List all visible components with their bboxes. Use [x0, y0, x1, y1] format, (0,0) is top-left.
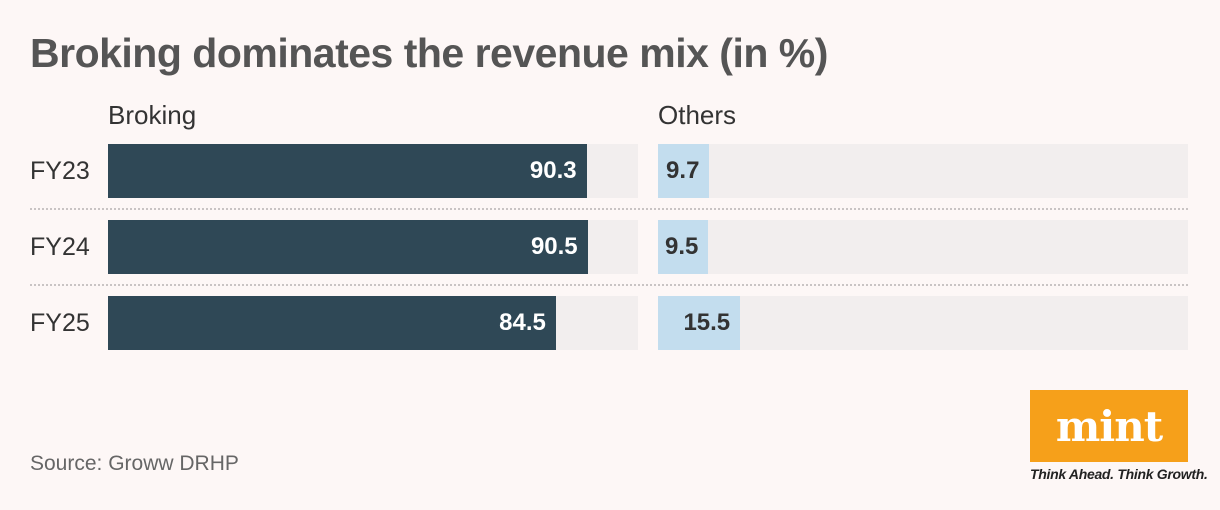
value-label-broking-fy24: 90.5 [530, 233, 578, 260]
source-note: Source: Groww DRHP [30, 452, 239, 475]
value-label-broking-fy25: 84.5 [499, 309, 546, 336]
bar-track: 90.3 [108, 144, 638, 198]
bar-broking-fy24 [108, 220, 588, 274]
value-label-others-fy23: 9.7 [666, 157, 700, 184]
row-divider [30, 284, 1188, 286]
bar-broking-fy25 [108, 296, 556, 350]
bar-track: 90.5 [108, 220, 638, 274]
bar-others-fy24 [658, 220, 709, 274]
panel-label-others: Others [658, 100, 737, 130]
category-label-fy25: FY25 [30, 309, 90, 337]
mint-logo: mint [1030, 390, 1188, 462]
value-label-others-fy25: 15.5 [683, 309, 731, 336]
chart-title: Broking dominates the revenue mix (in %) [30, 30, 828, 76]
bar-others-fy23 [658, 144, 710, 198]
bar-track: 9.7 [658, 144, 1188, 198]
bar-broking-fy23 [108, 144, 587, 198]
category-label-fy23: FY23 [30, 157, 90, 185]
bar-track: 9.5 [658, 220, 1188, 274]
value-label-others-fy24: 9.5 [664, 233, 699, 260]
logo-text: mint [1055, 401, 1163, 451]
bar-others-fy25 [658, 296, 741, 350]
bar-track: 15.5 [658, 296, 1188, 350]
value-label-broking-fy23: 90.3 [529, 157, 577, 184]
logo-tagline: Think Ahead. Think Growth. [1030, 466, 1208, 482]
panel-label-broking: Broking [108, 100, 197, 130]
category-label-fy24: FY24 [30, 233, 90, 261]
row-divider [30, 208, 1188, 210]
bar-track: 84.5 [108, 296, 638, 350]
